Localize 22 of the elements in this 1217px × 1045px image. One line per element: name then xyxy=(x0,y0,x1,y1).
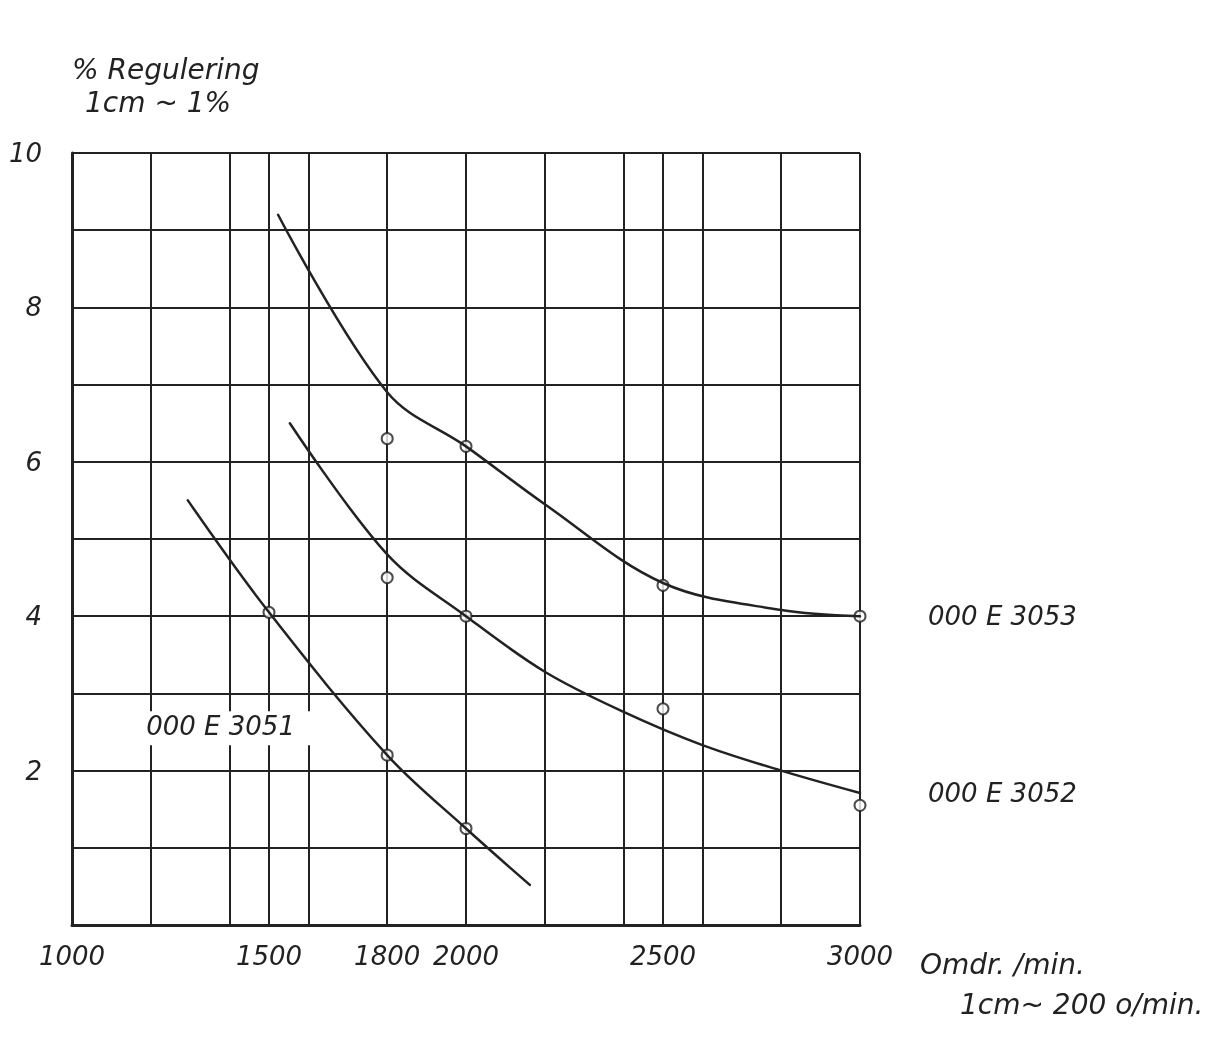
x-tick-label: 2500 xyxy=(629,941,697,971)
y-tick-label: 6 xyxy=(25,446,42,477)
text: 000 E 3052 xyxy=(928,777,1077,808)
x-tick-label: 1500 xyxy=(235,941,303,971)
point xyxy=(656,702,670,716)
y-tick-label: 2 xyxy=(25,755,42,786)
point xyxy=(853,798,867,812)
x-tick-label: 1800 xyxy=(354,941,421,971)
x-axis-title: Omdr. /min. xyxy=(920,947,1085,981)
x-tick-label: 2000 xyxy=(432,941,500,971)
text: 1cm~ 200 o/min. xyxy=(960,987,1204,1021)
point xyxy=(380,571,394,585)
y-tick-label: 8 xyxy=(25,292,42,323)
series-label: 000 E 3051 xyxy=(146,711,295,742)
x-tick-label: 3000 xyxy=(826,941,894,971)
text: 000 E 3053 xyxy=(928,601,1077,632)
x-tick-label: 1000 xyxy=(38,941,106,971)
y-tick-label: 4 xyxy=(25,601,42,632)
y-axis-title: % Regulering xyxy=(72,52,260,86)
y-tick-label: 10 xyxy=(8,138,42,168)
text: 1cm ~ 1% xyxy=(85,85,232,119)
point xyxy=(380,432,394,446)
